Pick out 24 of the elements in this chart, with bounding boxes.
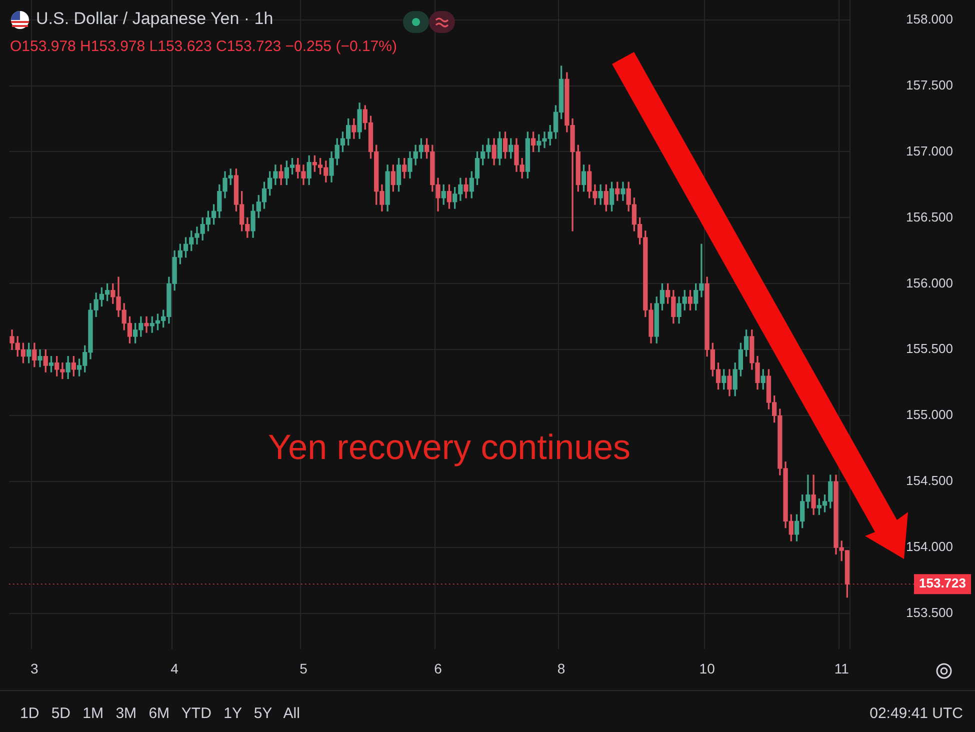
y-tick-label: 158.000 [906,11,953,26]
x-tick-label: 5 [300,660,308,676]
y-tick-label: 153.500 [906,605,953,620]
y-tick-label: 156.500 [906,209,953,224]
candlestick [144,316,149,333]
ref-line-label: 153.723 [919,576,966,591]
text: 1D 5D 1M 3M 6M YTD 1Y 5Y All [20,705,300,722]
y-tick-label: 157.000 [906,143,953,158]
text: U.S. Dollar / Japanese Yen · 1h [36,9,274,29]
text: O153.978 H153.978 L153.623 C153.723 −0.255 (−0.17%) [10,38,397,55]
y-tick-label: 157.500 [906,77,953,92]
x-tick-label: 3 [30,660,39,676]
x-tick-label: 8 [557,660,566,676]
annotation: Yen recovery continues [268,428,631,468]
y-tick-label: 155.500 [906,341,953,356]
y-tick-label: 155.000 [906,407,953,422]
text: 02:49:41 UTC [870,705,963,722]
x-tick-label: 11 [834,660,850,676]
x-tick-label: 4 [170,660,179,676]
y-tick-label: 156.000 [906,275,953,290]
x-tick-label: 10 [699,660,716,676]
y-tick-label: 154.000 [906,539,953,554]
y-tick-label: 154.500 [906,473,953,488]
x-tick-label: 6 [434,660,442,676]
